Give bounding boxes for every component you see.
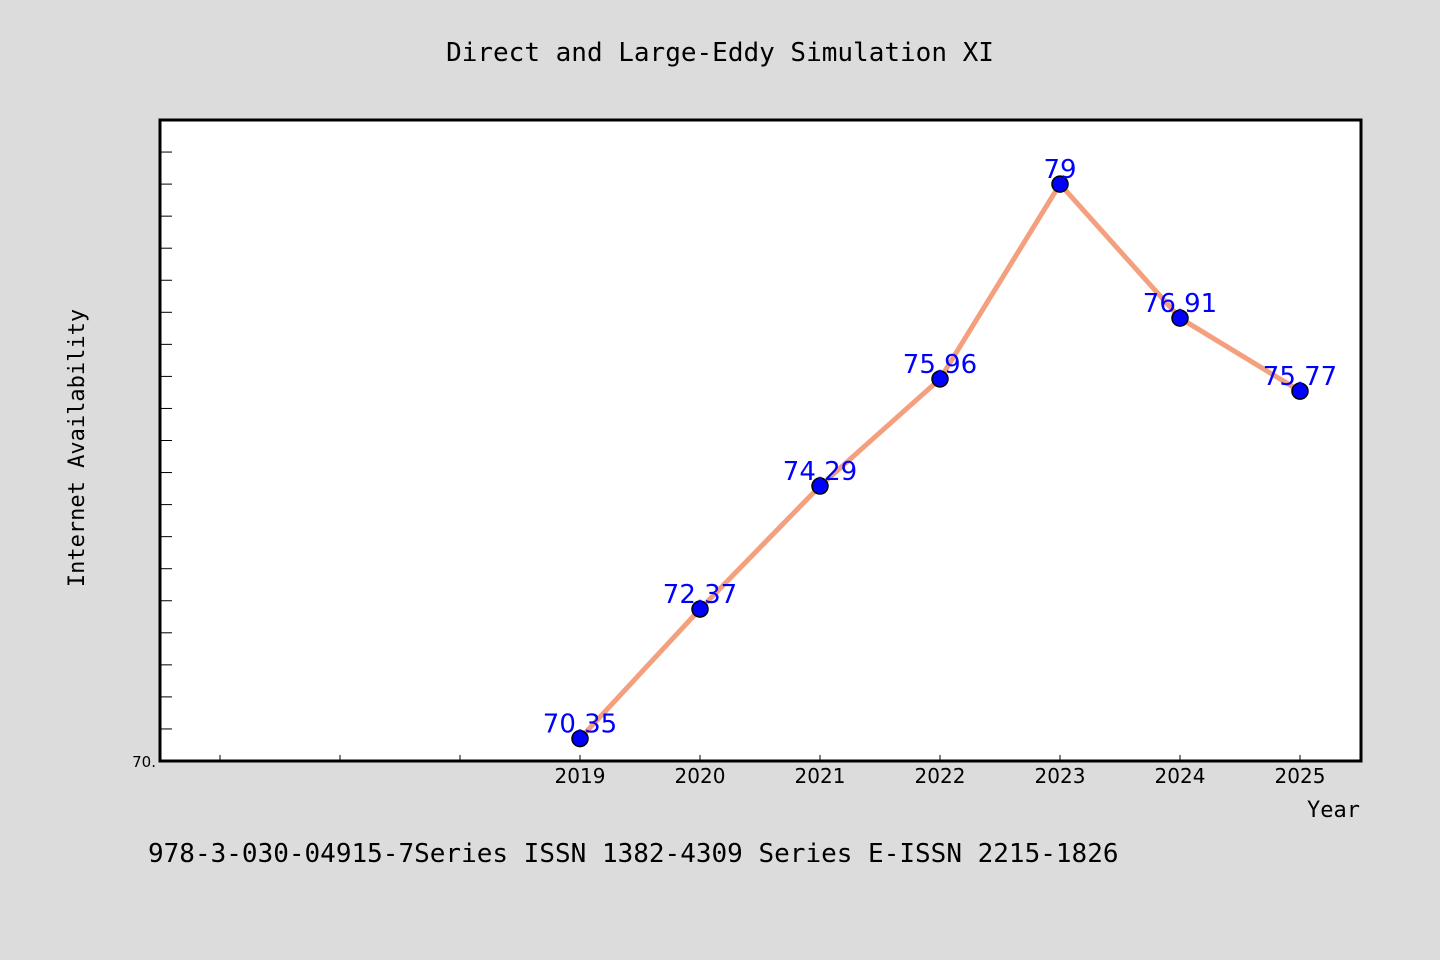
data-label: 79	[1043, 155, 1076, 185]
x-axis-label: Year	[1307, 798, 1360, 823]
x-tick-label: 2020	[675, 764, 726, 788]
data-point	[1171, 309, 1189, 327]
data-point	[931, 370, 949, 388]
x-tick-label: 2024	[1155, 764, 1206, 788]
x-tick-label: 2019	[555, 764, 606, 788]
data-markers	[571, 175, 1309, 748]
data-point	[571, 729, 589, 748]
data-label: 75.77	[1263, 362, 1337, 392]
chart-title: Direct and Large-Eddy Simulation XI	[446, 38, 994, 68]
data-label: 74.29	[783, 457, 857, 487]
data-label: 76.91	[1143, 289, 1217, 319]
x-tick-label: 2021	[795, 764, 846, 788]
data-point	[691, 600, 709, 618]
x-tick-label: 2022	[915, 764, 966, 788]
data-label: 70.35	[543, 710, 617, 740]
data-point	[811, 477, 829, 495]
y-tick-label-min: 70.	[132, 753, 156, 771]
data-label: 75.96	[903, 350, 977, 380]
plot-frame	[158, 118, 1363, 763]
x-tick-label: 2023	[1035, 764, 1086, 788]
y-axis-label: Internet Availability	[65, 309, 90, 587]
plot-area	[160, 120, 1361, 761]
data-label: 72.37	[663, 580, 737, 610]
footer-isbn-text: 978-3-030-04915-7Series ISSN 1382-4309 S…	[148, 839, 1119, 869]
data-point	[1051, 175, 1069, 193]
data-point	[1291, 382, 1309, 400]
data-labels: 70.35 72.37 74.29 75.96 79 76.91 75.77	[543, 155, 1337, 739]
x-tick-labels: 2019 2020 2021 2022 2023 2024 2025	[555, 764, 1326, 788]
x-tick-label: 2025	[1275, 764, 1326, 788]
y-axis-ticks	[160, 119, 172, 762]
